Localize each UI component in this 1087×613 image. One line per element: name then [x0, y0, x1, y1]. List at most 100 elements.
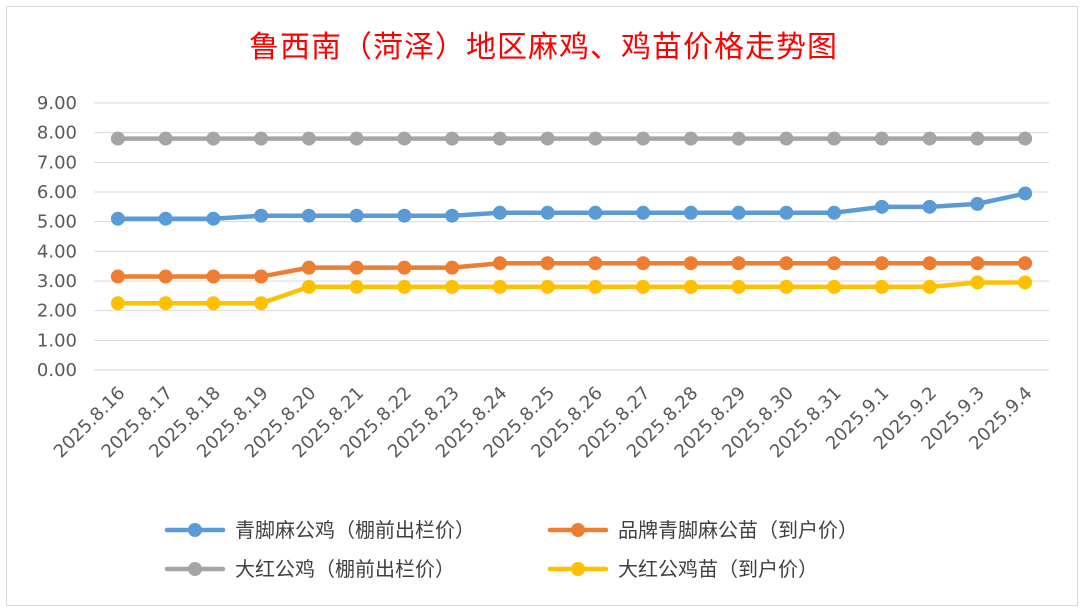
data-point — [922, 256, 937, 271]
data-point — [301, 131, 316, 146]
data-point — [874, 279, 889, 294]
series-line — [115, 191, 1028, 221]
data-point — [1018, 186, 1033, 201]
data-point — [540, 279, 555, 294]
data-point — [922, 279, 937, 294]
legend-swatch-marker — [571, 562, 585, 576]
data-point — [636, 279, 651, 294]
data-point — [158, 296, 173, 311]
y-tick-label: 5.00 — [37, 212, 77, 233]
data-point — [254, 269, 269, 284]
legend-swatch-marker — [188, 562, 202, 576]
data-point — [349, 279, 364, 294]
series-line — [115, 260, 1028, 279]
y-tick-label: 3.00 — [37, 271, 77, 292]
data-point — [397, 131, 412, 146]
data-point — [874, 256, 889, 271]
y-tick-label: 7.00 — [37, 152, 77, 173]
data-point — [874, 131, 889, 146]
data-point — [540, 205, 555, 220]
data-point — [588, 279, 603, 294]
data-point — [301, 279, 316, 294]
data-point — [731, 131, 746, 146]
data-point — [492, 131, 507, 146]
data-point — [731, 279, 746, 294]
data-point — [445, 279, 460, 294]
data-point — [445, 260, 460, 275]
data-point — [206, 296, 221, 311]
data-point — [683, 131, 698, 146]
data-point — [397, 208, 412, 223]
data-point — [540, 256, 555, 271]
y-tick-label: 8.00 — [37, 123, 77, 144]
data-point — [492, 205, 507, 220]
data-point — [349, 131, 364, 146]
data-point — [636, 131, 651, 146]
chart-title: 鲁西南（菏泽）地区麻鸡、鸡苗价格走势图 — [249, 30, 838, 65]
data-point — [779, 131, 794, 146]
data-point — [922, 199, 937, 214]
y-tick-label: 6.00 — [37, 182, 77, 203]
data-point — [588, 131, 603, 146]
y-tick-label: 0.00 — [37, 360, 77, 381]
data-point — [970, 275, 985, 290]
data-point — [827, 256, 842, 271]
legend-swatch-marker — [571, 523, 585, 537]
data-point — [254, 131, 269, 146]
data-point — [970, 131, 985, 146]
data-point — [779, 279, 794, 294]
data-point — [683, 279, 698, 294]
chart-frame — [6, 6, 1078, 606]
data-point — [492, 279, 507, 294]
data-point — [540, 131, 555, 146]
data-point — [683, 256, 698, 271]
legend-label: 青脚麻公鸡（棚前出栏价） — [235, 518, 475, 542]
data-point — [110, 211, 125, 226]
data-point — [874, 199, 889, 214]
data-point — [254, 296, 269, 311]
data-point — [636, 205, 651, 220]
legend-label: 品牌青脚麻公苗（到户价） — [618, 518, 858, 542]
data-point — [158, 131, 173, 146]
data-point — [588, 256, 603, 271]
legend-swatch-marker — [188, 523, 202, 537]
data-point — [588, 205, 603, 220]
legend-label: 大红公鸡苗（到户价） — [618, 557, 818, 581]
data-point — [301, 208, 316, 223]
data-point — [110, 269, 125, 284]
data-point — [636, 256, 651, 271]
data-point — [779, 256, 794, 271]
data-point — [206, 211, 221, 226]
data-point — [254, 208, 269, 223]
data-point — [445, 208, 460, 223]
data-point — [206, 269, 221, 284]
data-point — [1018, 275, 1033, 290]
data-point — [349, 208, 364, 223]
data-point — [827, 205, 842, 220]
legend-label: 大红公鸡（棚前出栏价） — [235, 557, 455, 581]
data-point — [206, 131, 221, 146]
data-point — [731, 205, 746, 220]
data-point — [827, 279, 842, 294]
y-tick-label: 9.00 — [37, 93, 77, 114]
data-point — [397, 279, 412, 294]
data-point — [445, 131, 460, 146]
data-point — [397, 260, 412, 275]
data-point — [110, 296, 125, 311]
data-point — [970, 256, 985, 271]
data-point — [158, 211, 173, 226]
data-point — [492, 256, 507, 271]
data-point — [779, 205, 794, 220]
data-point — [301, 260, 316, 275]
y-tick-label: 2.00 — [37, 301, 77, 322]
data-point — [683, 205, 698, 220]
data-point — [110, 131, 125, 146]
data-point — [158, 269, 173, 284]
y-tick-label: 1.00 — [37, 330, 77, 351]
data-point — [1018, 131, 1033, 146]
data-point — [1018, 256, 1033, 271]
data-point — [827, 131, 842, 146]
y-tick-label: 4.00 — [37, 241, 77, 262]
data-point — [922, 131, 937, 146]
